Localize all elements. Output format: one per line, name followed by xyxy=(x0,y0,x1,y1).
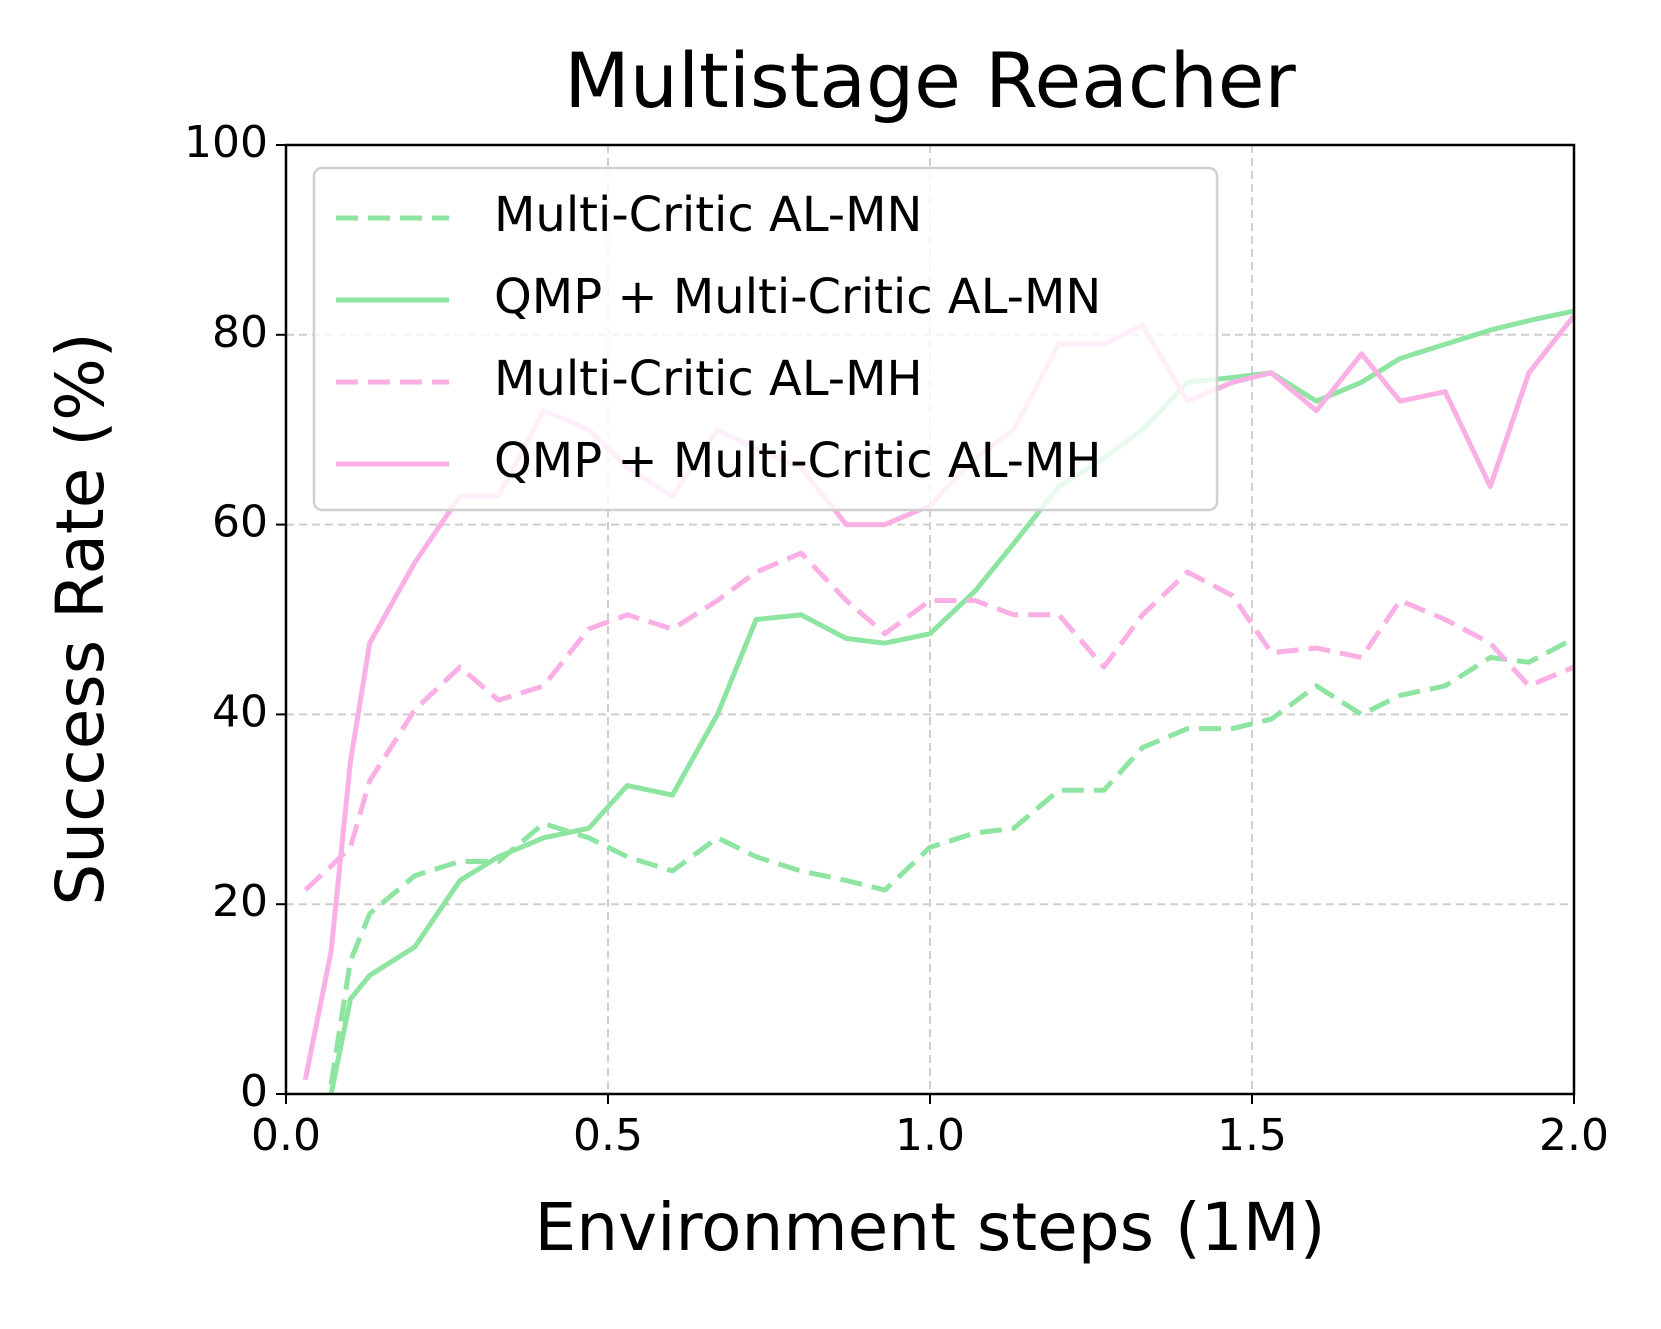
legend-label: QMP + Multi-Critic AL-MN xyxy=(494,269,1101,325)
chart-title: Multistage Reacher xyxy=(564,36,1296,125)
data-line xyxy=(328,308,1575,1095)
x-axis-label: Environment steps (1M) xyxy=(535,1189,1326,1266)
y-tick-label: 0 xyxy=(240,1066,268,1117)
x-tick-label: 1.0 xyxy=(895,1110,965,1161)
y-tick-label: 40 xyxy=(212,686,268,737)
y-tick-label: 80 xyxy=(212,307,268,358)
x-tick-label: 0.0 xyxy=(251,1110,321,1161)
plot-frame xyxy=(284,143,1576,1096)
y-tick-label: 60 xyxy=(212,497,268,548)
y-tick-label: 100 xyxy=(184,117,268,168)
data-line xyxy=(328,636,1576,1085)
data-line xyxy=(303,550,1575,892)
legend: Multi-Critic AL-MN QMP + Multi-Critic AL-… xyxy=(312,166,1219,512)
y-tick-label: 20 xyxy=(212,876,268,927)
legend-box xyxy=(312,166,1219,512)
legend-label: QMP + Multi-Critic AL-MH xyxy=(494,433,1101,489)
x-tick-label: 2.0 xyxy=(1539,1110,1609,1161)
x-tick-label: 0.5 xyxy=(573,1110,643,1161)
x-tick-label: 1.5 xyxy=(1217,1110,1287,1161)
y-axis-label: Success Rate (%) xyxy=(42,332,119,905)
legend-label: Multi-Critic AL-MN xyxy=(494,187,922,243)
legend-label: Multi-Critic AL-MH xyxy=(494,351,923,407)
